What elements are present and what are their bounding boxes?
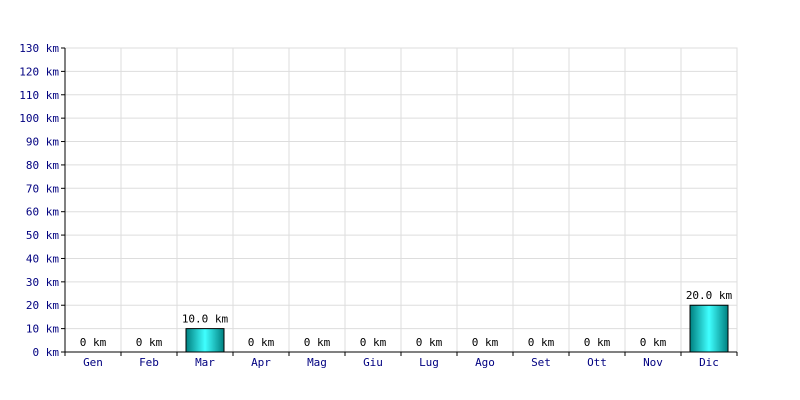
y-tick-label: 110 km (19, 89, 59, 102)
x-category-label-feb: Feb (139, 356, 159, 369)
bars (185, 304, 729, 353)
x-category-label-gen: Gen (83, 356, 103, 369)
y-tick-label: 30 km (26, 276, 59, 289)
data-label-set: 0 km (528, 336, 555, 349)
x-category-label-apr: Apr (251, 356, 271, 369)
x-category-label-ago: Ago (475, 356, 495, 369)
x-category-label-nov: Nov (643, 356, 663, 369)
bar-dic (689, 304, 729, 353)
data-labels: 0 km 0 km 10.0 km 0 km 0 km 0 km 0 km 0 km 0 km 0… (80, 289, 733, 349)
data-label-dic: 20.0 km (686, 289, 733, 302)
x-category-labels: Gen Feb Mar Apr Mag Giu Lug Ago Set Ott Nov Dic (83, 356, 719, 369)
y-tick-label: 60 km (26, 206, 59, 219)
y-tick-label: 40 km (26, 252, 59, 265)
y-tick-label: 100 km (19, 112, 59, 125)
data-label-mag: 0 km (304, 336, 331, 349)
x-category-label-set: Set (531, 356, 551, 369)
y-tick-label: 120 km (19, 65, 59, 78)
data-label-ott: 0 km (584, 336, 611, 349)
x-category-label-mar: Mar (195, 356, 215, 369)
data-label-ago: 0 km (472, 336, 499, 349)
y-tick-label: 0 km (33, 346, 60, 359)
y-tick-label: 130 km (19, 42, 59, 55)
data-label-feb: 0 km (136, 336, 163, 349)
data-label-giu: 0 km (360, 336, 387, 349)
data-label-lug: 0 km (416, 336, 443, 349)
data-label-gen: 0 km (80, 336, 107, 349)
data-label-mar: 10.0 km (182, 313, 229, 326)
data-label-nov: 0 km (640, 336, 667, 349)
grid (64, 47, 738, 353)
y-tick-label: 20 km (26, 299, 59, 312)
y-tick-label: 90 km (26, 136, 59, 149)
y-tick-label: 80 km (26, 159, 59, 172)
data-label-apr: 0 km (248, 336, 275, 349)
bar-mar (185, 328, 225, 353)
axes (61, 47, 738, 356)
x-category-label-mag: Mag (307, 356, 327, 369)
x-category-label-dic: Dic (699, 356, 719, 369)
y-tick-label: 70 km (26, 182, 59, 195)
x-category-label-ott: Ott (587, 356, 607, 369)
y-tick-label: 50 km (26, 229, 59, 242)
x-category-label-giu: Giu (363, 356, 383, 369)
y-tick-labels: 0 km 10 km 20 km 30 km 40 km 50 km 60 km 70 km 8… (19, 42, 59, 359)
y-tick-label: 10 km (26, 323, 59, 336)
x-category-label-lug: Lug (419, 356, 439, 369)
